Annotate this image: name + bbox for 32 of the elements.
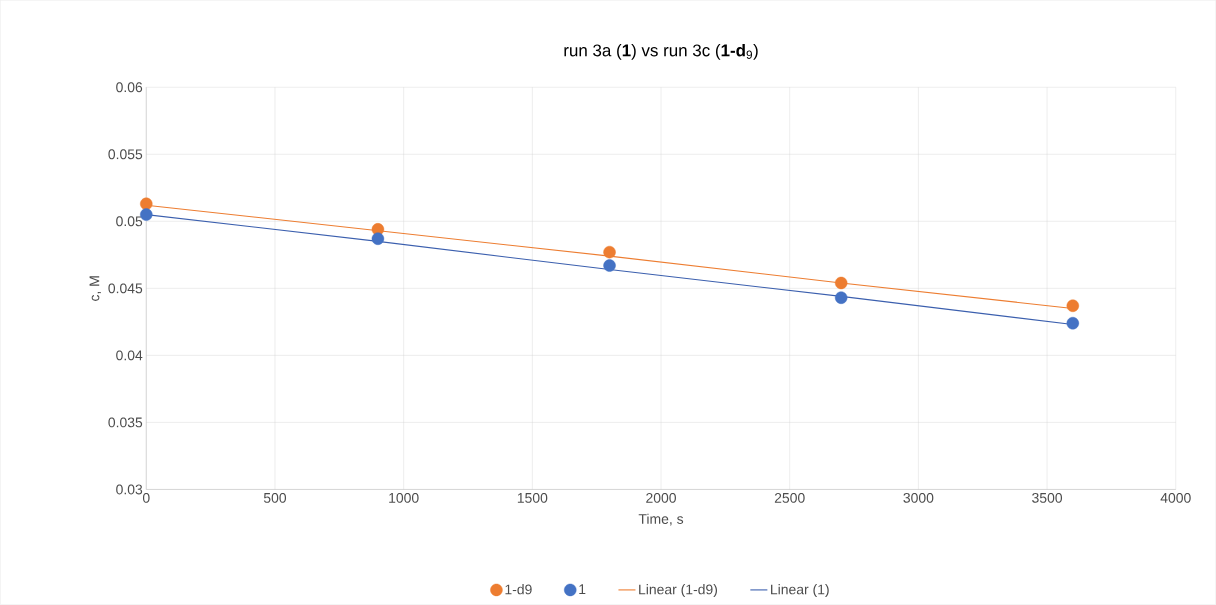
legend-label: Linear (1-d9) (639, 584, 718, 598)
point (1066, 317, 1080, 330)
x-tick-label: 3000 (903, 493, 934, 503)
x-tick-label: 3500 (1032, 493, 1063, 503)
legend-label: 1-d9 (505, 584, 532, 595)
x-tick-label: 1000 (389, 493, 419, 503)
point (834, 276, 848, 290)
point (140, 197, 153, 211)
y-tick-label: 0.03 (116, 484, 143, 495)
x-tick-label: 2500 (774, 493, 805, 503)
x-tick-label: 4000 (1160, 493, 1191, 503)
legend-label: 1 (579, 584, 586, 595)
point (603, 259, 616, 272)
legend-label: Linear (1) (771, 584, 829, 598)
x-tick-label: 1500 (517, 493, 548, 503)
y-tick-label: 0.06 (116, 82, 143, 93)
point (371, 232, 385, 246)
point (1066, 299, 1080, 313)
y-tick-label: 0.055 (108, 149, 143, 160)
point (603, 246, 616, 259)
chart-title: run 3a (1) vs run 3c (1-d$_{9}$) (564, 44, 758, 60)
point (140, 208, 153, 221)
point (834, 291, 848, 305)
x-axis-title: Time, s (638, 513, 684, 526)
y-tick-label: 0.035 (108, 417, 143, 428)
y-tick-label: 0.045 (108, 283, 143, 294)
x-tick-label: 500 (263, 493, 287, 503)
x-tick-label: 2000 (646, 493, 676, 503)
x-tick-label: 0 (142, 493, 150, 503)
y-tick-label: 0.04 (116, 350, 143, 361)
y-axis-title: c, M (89, 276, 101, 302)
y-tick-label: 0.05 (116, 216, 143, 227)
